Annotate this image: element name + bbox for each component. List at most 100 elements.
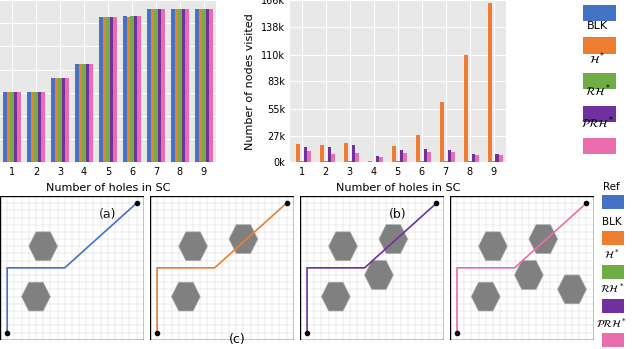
Bar — [399, 150, 403, 162]
X-axis label: Number of holes in SC: Number of holes in SC — [46, 183, 170, 193]
Bar — [440, 102, 444, 162]
Bar — [62, 78, 65, 162]
Bar — [403, 153, 407, 162]
Bar — [106, 17, 110, 162]
FancyBboxPatch shape — [582, 73, 616, 89]
X-axis label: Number of holes in SC: Number of holes in SC — [335, 183, 460, 193]
Bar — [307, 150, 311, 162]
Polygon shape — [557, 275, 586, 304]
FancyBboxPatch shape — [602, 265, 624, 279]
Polygon shape — [29, 232, 58, 261]
Bar — [303, 147, 307, 162]
Polygon shape — [529, 225, 557, 253]
Text: (c): (c) — [228, 333, 245, 346]
Bar — [392, 146, 396, 162]
Bar — [495, 154, 499, 162]
Bar — [147, 9, 150, 162]
FancyBboxPatch shape — [602, 333, 624, 347]
Bar — [175, 9, 178, 162]
Text: $\mathcal{PRH}^*$: $\mathcal{PRH}^*$ — [581, 115, 614, 132]
Polygon shape — [365, 261, 394, 289]
Bar — [178, 9, 182, 162]
Text: $\mathcal{RH}^*$: $\mathcal{RH}^*$ — [600, 282, 624, 296]
Bar — [186, 9, 189, 162]
Bar — [130, 16, 134, 162]
Text: (b): (b) — [389, 208, 406, 221]
Bar — [154, 9, 157, 162]
Bar — [17, 91, 21, 162]
FancyBboxPatch shape — [602, 195, 624, 209]
Bar — [444, 161, 447, 162]
Bar — [75, 64, 79, 162]
Polygon shape — [229, 225, 258, 253]
Bar — [82, 64, 86, 162]
Bar — [113, 17, 117, 162]
Bar — [296, 144, 300, 162]
Polygon shape — [321, 282, 350, 311]
Text: BLK: BLK — [602, 217, 621, 227]
Bar — [171, 9, 175, 162]
Bar — [328, 147, 331, 162]
Polygon shape — [179, 232, 207, 261]
Bar — [182, 9, 186, 162]
Bar — [138, 16, 141, 162]
Bar — [202, 9, 205, 162]
Bar — [3, 91, 6, 162]
Polygon shape — [472, 282, 500, 311]
Polygon shape — [328, 232, 357, 261]
Polygon shape — [22, 282, 51, 311]
Bar — [420, 161, 424, 162]
Bar — [324, 161, 328, 162]
Bar — [127, 17, 130, 162]
Bar — [65, 78, 69, 162]
FancyBboxPatch shape — [582, 105, 616, 122]
Bar — [499, 156, 502, 162]
FancyBboxPatch shape — [582, 138, 616, 154]
Bar — [157, 9, 161, 162]
Bar — [355, 153, 359, 162]
Bar — [396, 161, 399, 162]
Bar — [209, 9, 213, 162]
Polygon shape — [515, 261, 543, 289]
Text: $\mathcal{H}^*$: $\mathcal{H}^*$ — [589, 50, 606, 67]
Bar — [58, 78, 62, 162]
Bar — [464, 55, 468, 162]
Y-axis label: Number of nodes visited: Number of nodes visited — [245, 13, 255, 149]
Bar — [379, 157, 383, 162]
Text: Ref: Ref — [604, 181, 620, 192]
Bar — [86, 64, 90, 162]
Polygon shape — [172, 282, 200, 311]
Bar — [417, 135, 420, 162]
Bar — [14, 91, 17, 162]
Bar — [110, 17, 113, 162]
Bar — [321, 145, 324, 162]
Polygon shape — [379, 225, 408, 253]
Bar — [205, 9, 209, 162]
Bar — [134, 16, 138, 162]
Bar — [123, 16, 127, 162]
Text: BLK: BLK — [587, 21, 608, 31]
Bar — [300, 161, 303, 162]
Bar — [51, 78, 54, 162]
Bar — [31, 91, 34, 162]
Text: $\mathcal{PRH}^*$: $\mathcal{PRH}^*$ — [596, 316, 627, 329]
Bar — [468, 161, 472, 162]
Bar — [488, 3, 492, 162]
Bar — [34, 91, 38, 162]
Bar — [472, 154, 475, 162]
Bar — [344, 143, 348, 162]
Bar — [427, 151, 431, 162]
Bar — [102, 17, 106, 162]
Bar — [331, 154, 335, 162]
Bar — [369, 161, 372, 162]
Bar — [351, 145, 355, 162]
FancyBboxPatch shape — [602, 230, 624, 245]
Bar — [27, 91, 31, 162]
Polygon shape — [479, 232, 508, 261]
Bar — [492, 161, 495, 162]
Bar — [79, 64, 82, 162]
Bar — [38, 91, 42, 162]
Bar — [376, 156, 379, 162]
Bar — [451, 151, 454, 162]
Text: (a): (a) — [99, 208, 116, 221]
